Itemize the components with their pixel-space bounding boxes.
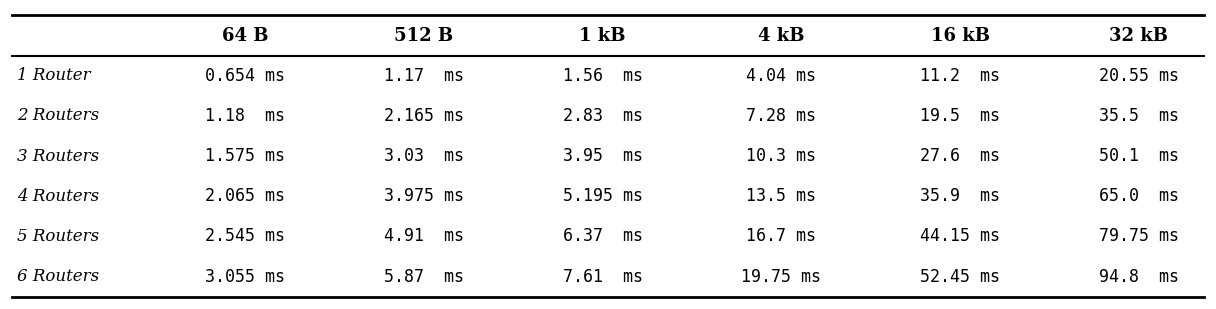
Text: 32 kB: 32 kB	[1109, 27, 1169, 44]
Text: 0.654 ms: 0.654 ms	[206, 67, 285, 85]
Text: 1 kB: 1 kB	[579, 27, 626, 44]
Text: 19.75 ms: 19.75 ms	[742, 268, 821, 286]
Text: 512 B: 512 B	[394, 27, 454, 44]
Text: 3.055 ms: 3.055 ms	[206, 268, 285, 286]
Text: 94.8  ms: 94.8 ms	[1099, 268, 1178, 286]
Text: 1.18  ms: 1.18 ms	[206, 107, 285, 125]
Text: 16 kB: 16 kB	[930, 27, 990, 44]
Text: 5.87  ms: 5.87 ms	[384, 268, 463, 286]
Text: 35.9  ms: 35.9 ms	[921, 187, 1000, 205]
Text: 19.5  ms: 19.5 ms	[921, 107, 1000, 125]
Text: 3 Routers: 3 Routers	[17, 147, 100, 165]
Text: 4.04 ms: 4.04 ms	[747, 67, 816, 85]
Text: 1.56  ms: 1.56 ms	[563, 67, 642, 85]
Text: 79.75 ms: 79.75 ms	[1099, 227, 1178, 245]
Text: 1.17  ms: 1.17 ms	[384, 67, 463, 85]
Text: 7.61  ms: 7.61 ms	[563, 268, 642, 286]
Text: 2.545 ms: 2.545 ms	[206, 227, 285, 245]
Text: 20.55 ms: 20.55 ms	[1099, 67, 1178, 85]
Text: 2.065 ms: 2.065 ms	[206, 187, 285, 205]
Text: 16.7 ms: 16.7 ms	[747, 227, 816, 245]
Text: 3.03  ms: 3.03 ms	[384, 147, 463, 165]
Text: 50.1  ms: 50.1 ms	[1099, 147, 1178, 165]
Text: 2 Routers: 2 Routers	[17, 107, 100, 125]
Text: 52.45 ms: 52.45 ms	[921, 268, 1000, 286]
Text: 2.83  ms: 2.83 ms	[563, 107, 642, 125]
Text: 65.0  ms: 65.0 ms	[1099, 187, 1178, 205]
Text: 27.6  ms: 27.6 ms	[921, 147, 1000, 165]
Text: 1.575 ms: 1.575 ms	[206, 147, 285, 165]
Text: 6 Routers: 6 Routers	[17, 268, 100, 285]
Text: 4 kB: 4 kB	[758, 27, 805, 44]
Text: 5 Routers: 5 Routers	[17, 228, 100, 245]
Text: 2.165 ms: 2.165 ms	[384, 107, 463, 125]
Text: 11.2  ms: 11.2 ms	[921, 67, 1000, 85]
Text: 3.975 ms: 3.975 ms	[384, 187, 463, 205]
Text: 35.5  ms: 35.5 ms	[1099, 107, 1178, 125]
Text: 64 B: 64 B	[221, 27, 269, 44]
Text: 1 Router: 1 Router	[17, 67, 91, 84]
Text: 4.91  ms: 4.91 ms	[384, 227, 463, 245]
Text: 13.5 ms: 13.5 ms	[747, 187, 816, 205]
Text: 5.195 ms: 5.195 ms	[563, 187, 642, 205]
Text: 4 Routers: 4 Routers	[17, 188, 100, 205]
Text: 6.37  ms: 6.37 ms	[563, 227, 642, 245]
Text: 44.15 ms: 44.15 ms	[921, 227, 1000, 245]
Text: 10.3 ms: 10.3 ms	[747, 147, 816, 165]
Text: 7.28 ms: 7.28 ms	[747, 107, 816, 125]
Text: 3.95  ms: 3.95 ms	[563, 147, 642, 165]
